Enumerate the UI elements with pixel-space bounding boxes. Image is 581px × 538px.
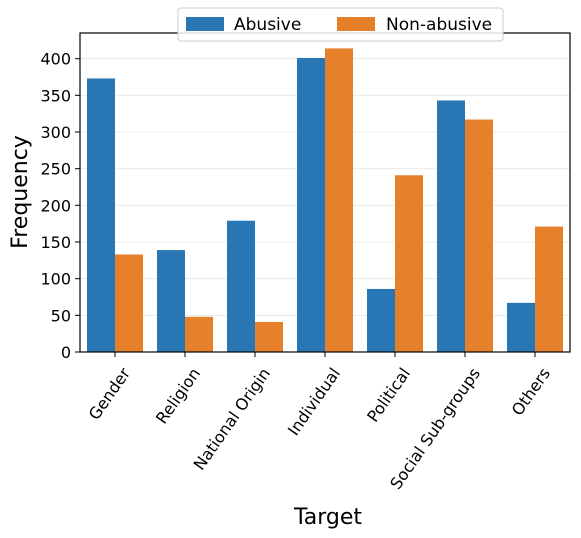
y-axis-title: Frequency <box>8 135 33 249</box>
legend: Abusive Non-abusive <box>177 7 504 42</box>
bars <box>87 48 563 353</box>
x-tick-label-religion: Religion <box>152 364 204 427</box>
bar-non-abusive-gender <box>115 254 143 352</box>
x-tick-label-political: Political <box>363 364 414 425</box>
x-axis-title: Target <box>293 505 362 530</box>
bar-abusive-individual <box>297 57 325 352</box>
bar-abusive-national-origin <box>227 220 255 352</box>
legend-swatch-abusive <box>186 17 224 31</box>
x-tick-label-individual: Individual <box>284 364 344 439</box>
bar-abusive-gender <box>87 78 115 352</box>
y-tick-label-300: 300 <box>40 123 71 142</box>
bar-abusive-others <box>507 302 535 352</box>
y-tick-label-200: 200 <box>40 196 71 215</box>
bar-non-abusive-religion <box>185 316 213 352</box>
bar-non-abusive-social-sub-groups <box>465 119 493 353</box>
bar-abusive-political <box>367 288 395 352</box>
bar-non-abusive-political <box>395 175 423 352</box>
bar-abusive-social-sub-groups <box>437 100 465 352</box>
legend-label-abusive: Abusive <box>234 15 301 35</box>
y-tick-label-150: 150 <box>40 233 71 252</box>
y-tick-label-350: 350 <box>40 86 71 105</box>
y-tick-label-100: 100 <box>40 270 71 289</box>
y-tick-label-0: 0 <box>61 343 71 362</box>
x-tick-label-national-origin: National Origin <box>190 364 274 473</box>
y-tick-label-400: 400 <box>40 50 71 69</box>
y-tick-label-50: 50 <box>51 306 71 325</box>
y-axis-ticks: 0 50 100 150 200 250 300 350 400 <box>40 50 80 362</box>
legend-label-non-abusive: Non-abusive <box>386 15 492 35</box>
bar-abusive-religion <box>157 250 185 352</box>
legend-swatch-non-abusive <box>337 17 375 31</box>
bar-non-abusive-individual <box>325 48 353 353</box>
y-tick-label-250: 250 <box>40 160 71 179</box>
x-tick-label-others: Others <box>508 364 554 419</box>
bar-non-abusive-national-origin <box>255 321 283 352</box>
bar-non-abusive-others <box>535 226 563 352</box>
x-tick-label-gender: Gender <box>85 364 135 424</box>
